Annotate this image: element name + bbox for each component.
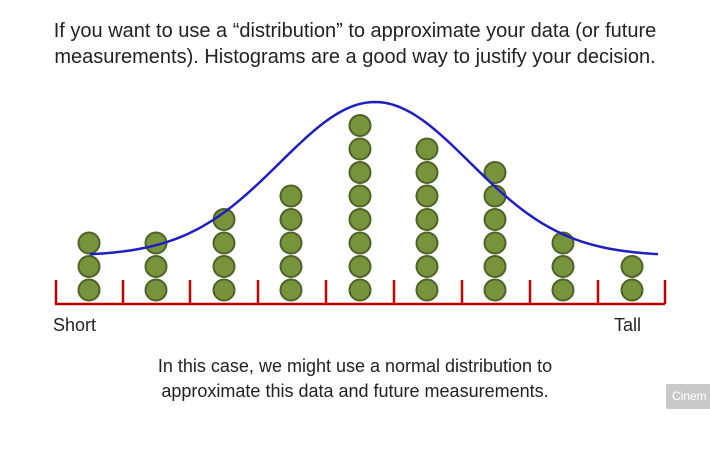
histogram-dot <box>279 184 303 208</box>
histogram-dot <box>348 114 372 137</box>
histogram-dot <box>348 231 372 255</box>
histogram-dot <box>415 231 439 255</box>
histogram-dot <box>483 161 507 184</box>
histogram-dot <box>415 137 439 161</box>
histogram-dot <box>348 255 372 278</box>
histogram-dot <box>415 184 439 208</box>
intro-text: If you want to use a “distribution” to a… <box>0 18 710 70</box>
histogram-dot <box>620 255 644 278</box>
watermark-badge: Cinem <box>666 384 710 409</box>
conclusion-line-2: approximate this data and future measure… <box>161 381 549 401</box>
histogram-dot <box>551 255 575 278</box>
histogram-dot <box>483 255 507 278</box>
histogram-dot <box>212 278 236 302</box>
histogram-dot <box>77 278 101 302</box>
histogram-dot <box>348 137 372 161</box>
histogram-dot <box>77 231 101 255</box>
histogram-dot <box>483 278 507 302</box>
histogram-dot <box>279 231 303 255</box>
intro-line-2: measurements). Histograms are a good way… <box>54 46 656 68</box>
conclusion-line-1: In this case, we might use a normal dist… <box>157 356 553 376</box>
histogram-diagram: Short Tall <box>53 100 667 335</box>
histogram-dot <box>279 255 303 278</box>
histogram-dot <box>348 208 372 231</box>
histogram-dot <box>144 278 168 302</box>
histogram-dot <box>348 278 372 302</box>
histogram-dot <box>415 255 439 278</box>
conclusion-text: In this case, we might use a normal dist… <box>0 354 710 404</box>
histogram-dot <box>551 231 575 255</box>
histogram-dot <box>77 255 101 278</box>
intro-line-1: If you want to use a “distribution” to a… <box>53 20 657 42</box>
histogram-dots <box>77 114 644 302</box>
histogram-dot <box>212 231 236 255</box>
histogram-dot <box>483 184 507 208</box>
tall-label: Tall <box>614 315 641 335</box>
histogram-axis <box>54 280 667 306</box>
histogram-dot <box>279 278 303 302</box>
histogram-dot <box>415 161 439 184</box>
histogram-dot <box>620 278 644 302</box>
histogram-dot <box>415 208 439 231</box>
histogram-dot <box>279 208 303 231</box>
histogram-dot <box>348 161 372 184</box>
short-label: Short <box>53 315 96 335</box>
histogram-dot <box>348 184 372 208</box>
histogram-dot <box>483 231 507 255</box>
normal-curve <box>89 100 659 256</box>
histogram-dot <box>551 278 575 302</box>
histogram-dot <box>483 208 507 231</box>
histogram-dot <box>212 255 236 278</box>
histogram-dot <box>144 255 168 278</box>
histogram-dot <box>415 278 439 302</box>
